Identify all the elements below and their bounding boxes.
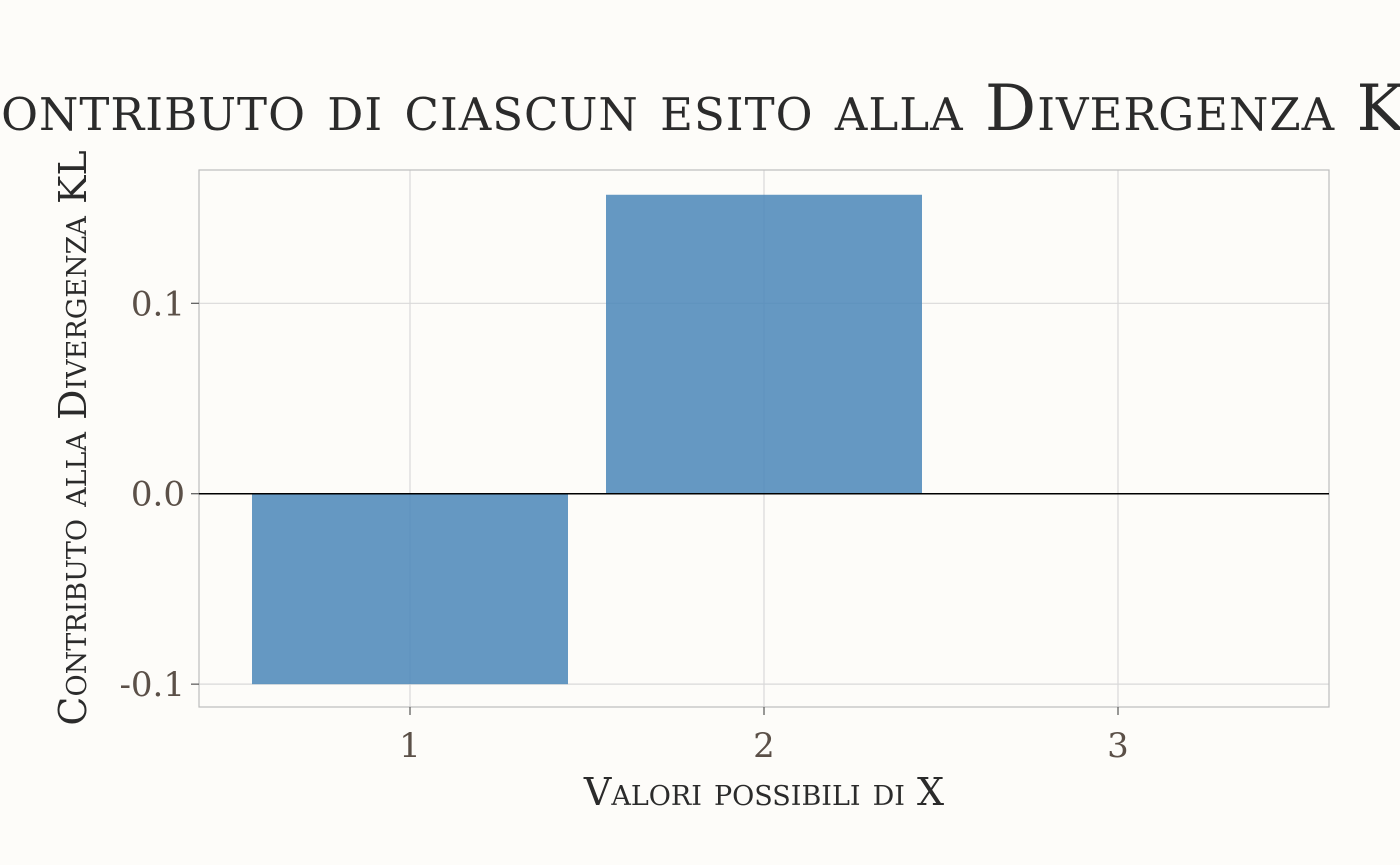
y-tick-label: -0.1 (119, 665, 185, 705)
x-axis-ticks: 1 2 3 (399, 707, 1129, 766)
x-tick-label: 3 (1107, 726, 1129, 766)
y-axis-ticks: -0.1 0.0 0.1 (119, 284, 199, 705)
y-axis-label: Contributo alla Divergenza KL (51, 150, 95, 725)
title-group: Contributo di ciascun esito alla Diverge… (0, 72, 1400, 146)
y-tick-label: 0.0 (131, 475, 185, 515)
chart-title: Contributo di ciascun esito alla Diverge… (0, 72, 1400, 146)
y-tick-label: 0.1 (131, 284, 185, 324)
bar-x-2 (606, 194, 922, 494)
x-tick-label: 1 (399, 726, 421, 766)
bar-layer (252, 194, 922, 685)
x-axis-label: Valori possibili di X (583, 770, 944, 814)
x-tick-label: 2 (753, 726, 775, 766)
bar-x-1 (252, 493, 568, 685)
